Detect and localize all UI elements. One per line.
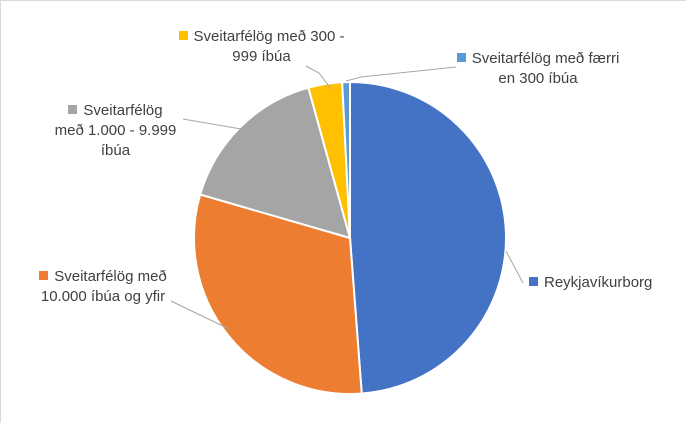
slice-label-under-300: Sveitarfélög með færri en 300 íbúa	[453, 49, 623, 89]
slice-label-1000-9999: Sveitarfélög með 1.000 - 9.999 íbúa	[54, 102, 177, 159]
slice-1000-9999	[198, 86, 352, 240]
swatch-1000-9999	[68, 105, 78, 114]
swatch-reykjavikurborg	[529, 277, 538, 286]
slice-10000-plus	[193, 193, 363, 395]
swatch-300-999	[178, 31, 188, 40]
leader-reykjavikurborg	[505, 250, 524, 284]
slice-label-300-999: Sveitarfélög með 300 - 999 íbúa	[169, 27, 354, 67]
leader-300-999	[305, 65, 332, 90]
swatch-10000-plus	[39, 271, 49, 280]
slice-label-reykjavikurborg: Reykjavíkurborg	[529, 273, 679, 293]
leader-1000-9999	[182, 118, 242, 130]
swatch-under-300	[456, 53, 466, 62]
slice-reykjavikurborg	[349, 80, 507, 395]
leader-10000-plus	[170, 300, 230, 330]
slice-label-10000-plus: Sveitarfélög með 10.000 íbúa og yfir	[39, 268, 167, 305]
leader-under-300	[345, 66, 457, 82]
slice-under-300	[341, 80, 351, 239]
